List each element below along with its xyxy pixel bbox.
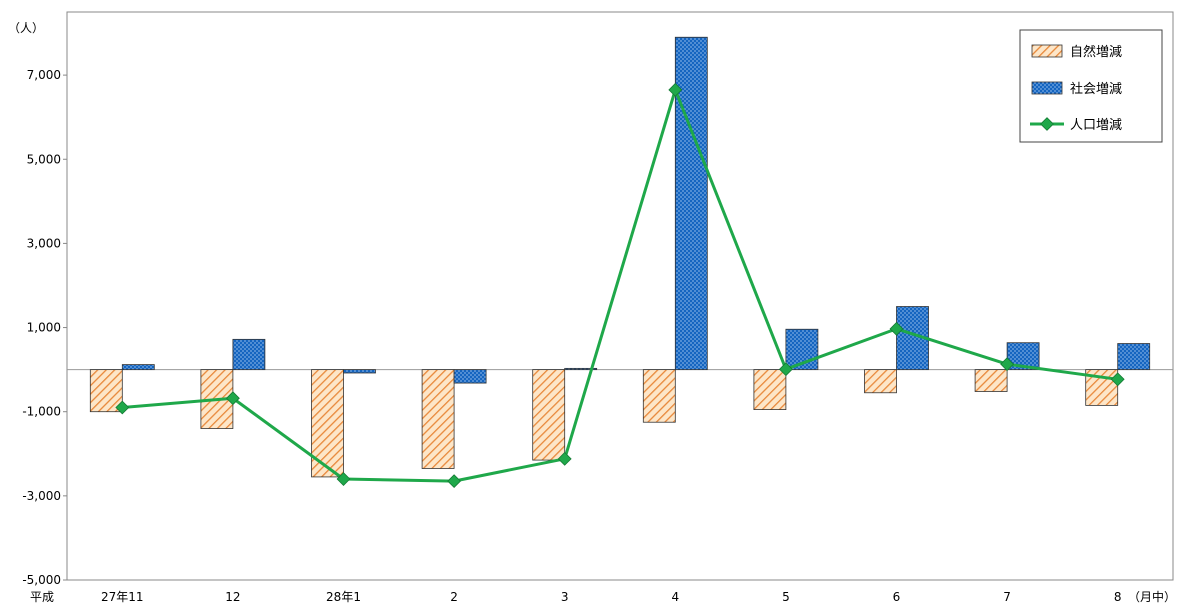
social-change-bar (1117, 343, 1151, 371)
x-axis: 27年11 12 28年1 2 3 4 5 6 7 8 (101, 590, 1121, 604)
x-suffix-label: （月中） (1128, 589, 1176, 604)
x-tick-label: 5 (782, 590, 790, 604)
x-tick-label: 2 (450, 590, 458, 604)
natural-change-bar (974, 369, 1008, 392)
y-tick-label: 5,000 (27, 152, 61, 166)
population-change-point (1110, 372, 1125, 387)
x-tick-label: 8 (1114, 590, 1122, 604)
social-change-bar (343, 369, 376, 374)
natural-change-bar (753, 369, 787, 411)
y-tick-label: 1,000 (27, 321, 61, 335)
legend-marker-population (1040, 117, 1054, 131)
y-tick-label: -1,000 (22, 405, 61, 419)
legend-swatch-social (1031, 81, 1063, 95)
natural-change-bar (89, 369, 123, 413)
x-prefix-label: 平成 (30, 590, 54, 604)
natural-change-bar (421, 369, 455, 469)
x-tick-label: 27年11 (101, 590, 144, 604)
legend: 自然増減 社会増減 人口増減 (1019, 29, 1163, 143)
y-tick-label: 7,000 (27, 68, 61, 82)
x-tick-label: 6 (893, 590, 901, 604)
population-change-point (447, 474, 462, 489)
population-change-point (889, 321, 904, 336)
y-tick-label: 3,000 (27, 236, 61, 250)
legend-label-social: 社会増減 (1070, 81, 1122, 97)
population-change-line (122, 88, 1118, 483)
population-change-point (668, 82, 683, 97)
social-change-bar (232, 338, 266, 371)
line-series (115, 82, 1125, 489)
social-change-bar (564, 367, 598, 371)
population-change-point (225, 391, 240, 406)
population-change-point (557, 451, 572, 466)
x-tick-label: 3 (561, 590, 569, 604)
x-tick-label: 4 (671, 590, 679, 604)
legend-label-population: 人口増減 (1070, 117, 1122, 133)
x-tick-label: 28年1 (326, 590, 361, 604)
y-tick-label: -5,000 (22, 573, 61, 587)
x-tick-label: 12 (225, 590, 240, 604)
y-unit-label: （人） (8, 21, 44, 35)
social-change-bar (453, 369, 487, 384)
social-change-bar (674, 36, 708, 371)
plot-area (66, 11, 1174, 581)
y-axis: -5,000 -3,000 -1,000 1,000 3,000 5,000 7,000 (22, 68, 67, 587)
y-tick-label: -3,000 (22, 489, 61, 503)
population-change-point (336, 472, 351, 486)
natural-change-bar (532, 369, 566, 461)
population-change-point (778, 362, 793, 377)
natural-change-bar (642, 369, 676, 423)
x-tick-label: 7 (1003, 590, 1011, 604)
legend-label-natural: 自然増減 (1070, 44, 1122, 60)
social-change-bar (121, 364, 155, 371)
legend-swatch-natural (1031, 44, 1063, 58)
population-change-point (115, 400, 130, 415)
population-change-point (1000, 357, 1015, 372)
natural-change-bar (864, 369, 897, 394)
